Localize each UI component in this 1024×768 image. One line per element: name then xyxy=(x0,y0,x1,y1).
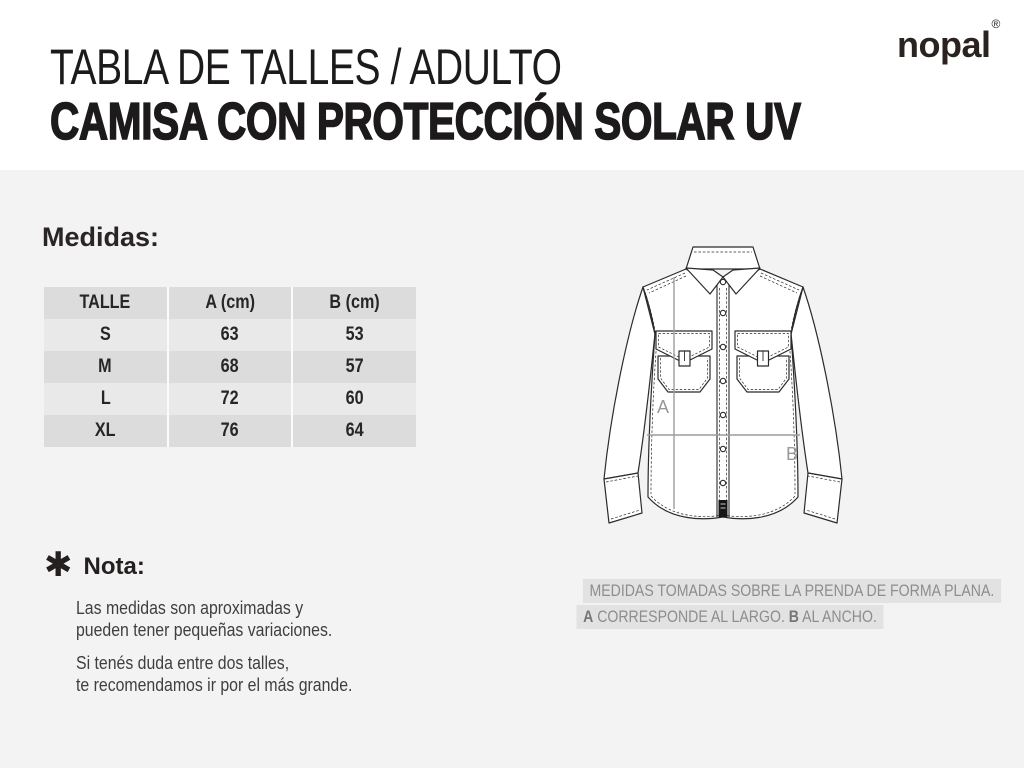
caption-line-2: A CORRESPONDE AL LARGO. B AL ANCHO. xyxy=(540,605,920,629)
left-sleeve xyxy=(603,286,656,480)
cell-b: 64 xyxy=(293,415,416,447)
size-table: TALLE A (cm) B (cm) S 63 53 M 68 57 L 72… xyxy=(44,287,416,447)
cell-a: 76 xyxy=(168,415,292,447)
right-cuff xyxy=(803,472,843,524)
cell-b: 60 xyxy=(293,383,416,415)
column-header-a-cm: A (cm) xyxy=(168,287,292,319)
table-row-s: S 63 53 xyxy=(44,319,416,351)
stitch-lines xyxy=(605,272,841,520)
measure-label-b: B xyxy=(786,444,798,464)
registered-trademark-icon: ® xyxy=(991,17,1001,31)
caption-b: B xyxy=(788,607,799,626)
collar xyxy=(685,246,761,295)
cell-size: S xyxy=(44,319,167,351)
left-cuff xyxy=(603,472,643,524)
note-paragraph-2: Si tenés duda entre dos talles, te recome… xyxy=(76,653,353,695)
note-header: ✱ Nota: xyxy=(44,546,404,584)
note-heading: Nota: xyxy=(83,553,145,580)
table-row-m: M 68 57 xyxy=(44,351,416,383)
caption-a: A xyxy=(583,607,594,626)
table-row-l: L 72 60 xyxy=(44,383,416,415)
hem-label-lines xyxy=(720,503,726,509)
caption-line-1: MEDIDAS TOMADAS SOBRE LA PRENDA DE FORMA… xyxy=(540,579,1001,603)
left-armhole-seam xyxy=(642,286,656,335)
measurements-heading: Medidas: xyxy=(42,222,160,252)
column-header-b-cm: B (cm) xyxy=(293,287,416,319)
cell-a: 72 xyxy=(168,383,292,415)
size-table-header-row: TALLE A (cm) B (cm) xyxy=(44,287,416,319)
measure-label-a: A xyxy=(657,397,669,417)
page-title-line2: CAMISA CON PROTECCIÓN SOLAR UV xyxy=(49,92,801,152)
brand-logo: nopal® xyxy=(897,17,1000,66)
measurement-caption: MEDIDAS TOMADAS SOBRE LA PRENDA DE FORMA… xyxy=(540,579,1001,631)
cell-a: 68 xyxy=(168,351,292,383)
column-header-talle: TALLE xyxy=(44,287,167,319)
right-sleeve xyxy=(790,286,843,480)
cell-size: L xyxy=(44,383,167,415)
left-chest-pocket xyxy=(655,330,713,393)
cell-a: 63 xyxy=(168,319,292,351)
table-row-xl: XL 76 64 xyxy=(44,415,416,447)
cell-size: M xyxy=(44,351,167,383)
page-title-line1: TABLA DE TALLES / ADULTO xyxy=(50,39,562,95)
cell-size: XL xyxy=(44,415,167,447)
button-placket xyxy=(716,285,730,517)
right-chest-pocket xyxy=(734,330,792,393)
cell-b: 53 xyxy=(293,319,416,351)
note-paragraph-1: Las medidas son aproximadas y pueden tene… xyxy=(76,598,333,640)
brand-name: nopal xyxy=(897,24,991,65)
note-section: ✱ Nota: Las medidas son aproximadas y pue… xyxy=(44,546,404,696)
shirt-technical-drawing: A B xyxy=(603,246,843,524)
page-body: Medidas: TALLE A (cm) B (cm) S 63 53 M 6… xyxy=(0,170,1024,768)
page-header: TABLA DE TALLES / ADULTO CAMISA CON PROT… xyxy=(0,0,1024,170)
asterisk-icon: ✱ xyxy=(44,546,73,584)
cell-b: 57 xyxy=(293,351,416,383)
hem-label-tag xyxy=(718,500,728,517)
buttons xyxy=(719,278,727,487)
